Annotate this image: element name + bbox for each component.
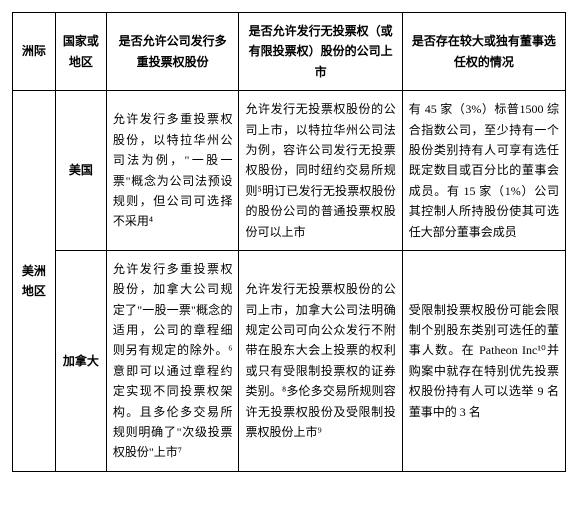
- region-cell: 美洲地区: [13, 91, 56, 472]
- content-cell-q1: 允许发行多重投票权股份，加拿大公司规定了"一股一票"概念的适用，公司的章程细则另…: [106, 250, 239, 471]
- content-cell-q3: 受限制投票权股份可能会限制个别股东类别可选任的董事人数。在 Patheon In…: [402, 250, 565, 471]
- header-country: 国家或地区: [55, 13, 106, 91]
- country-cell: 美国: [55, 91, 106, 251]
- header-q1: 是否允许公司发行多重投票权股份: [106, 13, 239, 91]
- header-row: 洲际 国家或地区 是否允许公司发行多重投票权股份 是否允许发行无投票权（或有限投…: [13, 13, 566, 91]
- table-row: 美洲地区 美国 允许发行多重投票权股份，以特拉华州公司法为例，"一股一票"概念为…: [13, 91, 566, 251]
- header-region: 洲际: [13, 13, 56, 91]
- content-cell-q3: 有 45 家（3%）标普1500 综合指数公司，至少持有一个股份类别持有人可享有…: [402, 91, 565, 251]
- header-q2: 是否允许发行无投票权（或有限投票权）股份的公司上市: [239, 13, 402, 91]
- table-row: 加拿大 允许发行多重投票权股份，加拿大公司规定了"一股一票"概念的适用，公司的章…: [13, 250, 566, 471]
- header-q3: 是否存在较大或独有董事选任权的情况: [402, 13, 565, 91]
- country-cell: 加拿大: [55, 250, 106, 471]
- content-cell-q1: 允许发行多重投票权股份，以特拉华州公司法为例，"一股一票"概念为公司法预设规则，…: [106, 91, 239, 251]
- comparison-table: 洲际 国家或地区 是否允许公司发行多重投票权股份 是否允许发行无投票权（或有限投…: [12, 12, 566, 472]
- content-cell-q2: 允许发行无投票权股份的公司上市，以特拉华州公司法为例，容许公司发行无投票权股份，…: [239, 91, 402, 251]
- content-cell-q2: 允许发行无投票权股份的公司上市，加拿大公司法明确规定公司可向公众发行不附带在股东…: [239, 250, 402, 471]
